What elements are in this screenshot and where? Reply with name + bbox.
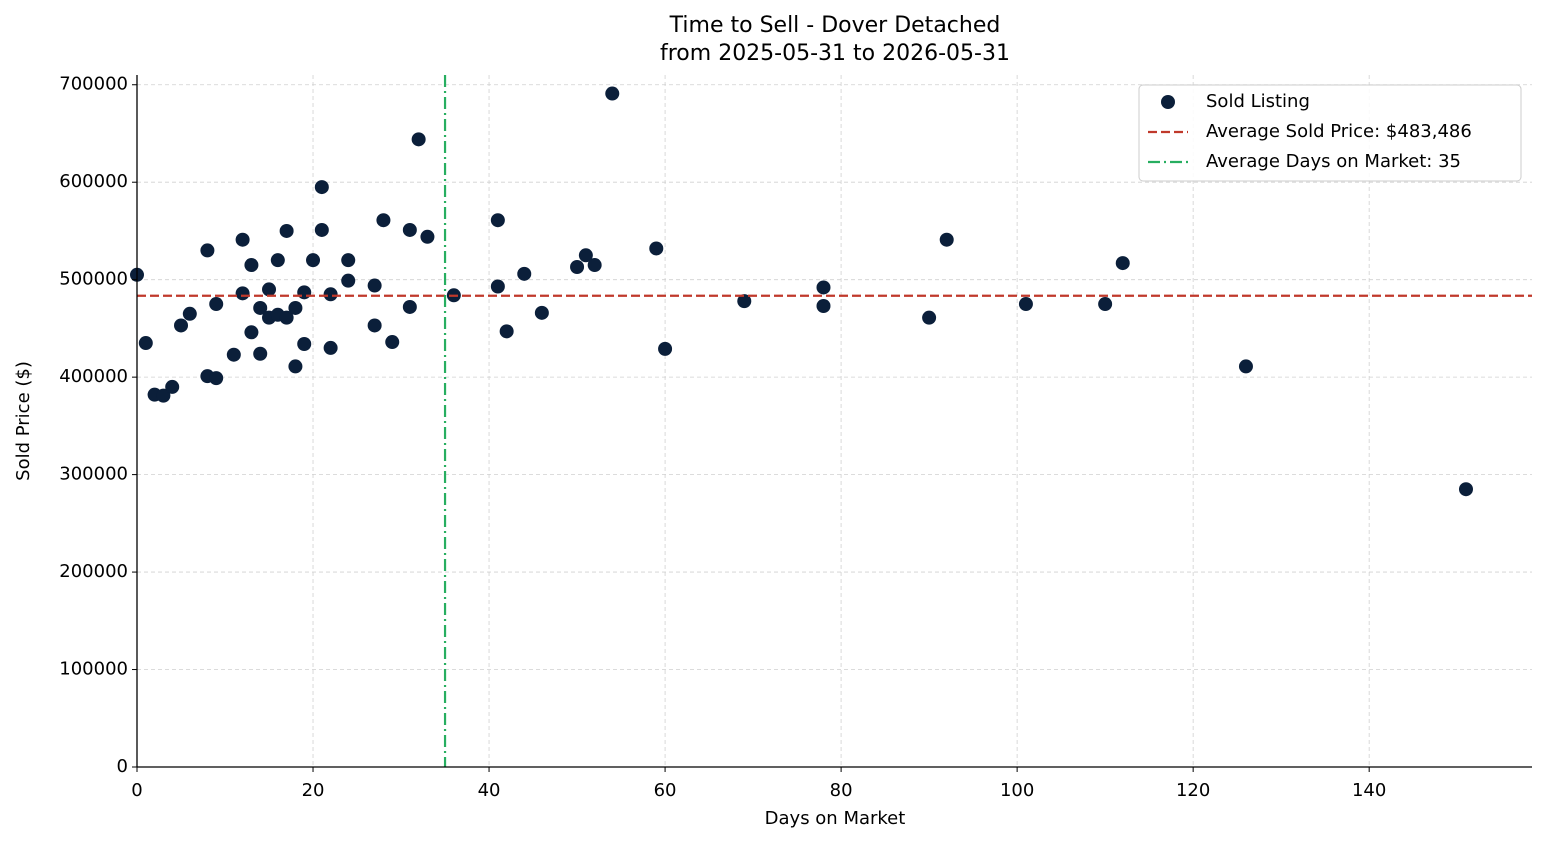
legend-symbol [1161, 95, 1175, 109]
point [253, 300, 268, 315]
point [279, 310, 294, 325]
point [490, 213, 505, 228]
point [367, 318, 382, 333]
x-tick-label: 20 [302, 780, 325, 801]
point [1238, 359, 1253, 374]
point [314, 180, 329, 195]
point [288, 359, 303, 374]
point [402, 222, 417, 237]
point [1458, 482, 1473, 497]
point [314, 222, 329, 237]
marks [130, 75, 1532, 767]
point [499, 324, 514, 339]
point [270, 253, 285, 268]
point [244, 258, 259, 273]
legend-box [1138, 84, 1522, 182]
point [209, 371, 224, 386]
legend: Sold Listing Average Sold Price: $483,486… [1138, 84, 1522, 182]
x-tick-label: 80 [830, 780, 853, 801]
x-tick-label: 0 [131, 780, 142, 801]
y-tick-label: 700000 [59, 74, 128, 95]
point [816, 298, 831, 313]
point [156, 388, 171, 403]
x-tick-label: 40 [478, 780, 501, 801]
point [279, 223, 294, 238]
y-axis-label: Sold Price ($) [13, 361, 34, 481]
point [253, 346, 268, 361]
point [209, 297, 224, 312]
x-tick-label: 60 [654, 780, 677, 801]
point [323, 287, 338, 302]
point [658, 341, 673, 356]
y-tick-label: 0 [117, 756, 128, 777]
point [244, 325, 259, 340]
y-tick-label: 600000 [59, 171, 128, 192]
point [200, 243, 215, 258]
point [385, 335, 400, 350]
point [138, 336, 153, 351]
point [420, 229, 435, 244]
point [922, 310, 937, 325]
point [323, 340, 338, 355]
point [411, 132, 426, 147]
x-tick-label: 140 [1352, 780, 1386, 801]
point [605, 86, 620, 101]
point [570, 260, 585, 275]
point [341, 253, 356, 268]
point [376, 213, 391, 228]
y-tick-label: 500000 [59, 269, 128, 290]
point [182, 306, 197, 321]
legend-label: Average Days on Market: 35 [1206, 151, 1461, 172]
y-tick-label: 200000 [59, 561, 128, 582]
point [737, 294, 752, 309]
point [288, 300, 303, 315]
point [490, 279, 505, 294]
point [649, 241, 664, 256]
point [1018, 297, 1033, 312]
point [534, 305, 549, 320]
point [235, 286, 250, 301]
point [939, 232, 954, 247]
x-tick-label: 100 [1000, 780, 1034, 801]
chart-title: Time to Sell - Dover Detached [669, 13, 1001, 38]
point [297, 285, 312, 300]
point [402, 299, 417, 314]
x-tick-label: 120 [1176, 780, 1210, 801]
point [341, 273, 356, 288]
point [297, 337, 312, 352]
point [816, 280, 831, 295]
legend-label: Sold Listing [1206, 91, 1310, 112]
point [578, 248, 593, 263]
x-axis-label: Days on Market [765, 808, 906, 829]
point [165, 379, 180, 394]
chart-subtitle: from 2025-05-31 to 2026-05-31 [660, 41, 1010, 66]
legend-label: Average Sold Price: $483,486 [1206, 121, 1472, 142]
point [226, 347, 241, 362]
point [1098, 297, 1113, 312]
point [235, 232, 250, 247]
point [587, 258, 602, 273]
point [367, 278, 382, 293]
y-tick-label: 100000 [59, 659, 128, 680]
point [517, 266, 532, 281]
point [262, 282, 277, 297]
y-tick-label: 300000 [59, 464, 128, 485]
point [1115, 256, 1130, 271]
point [306, 253, 321, 268]
point [174, 318, 189, 333]
y-tick-label: 400000 [59, 366, 128, 387]
